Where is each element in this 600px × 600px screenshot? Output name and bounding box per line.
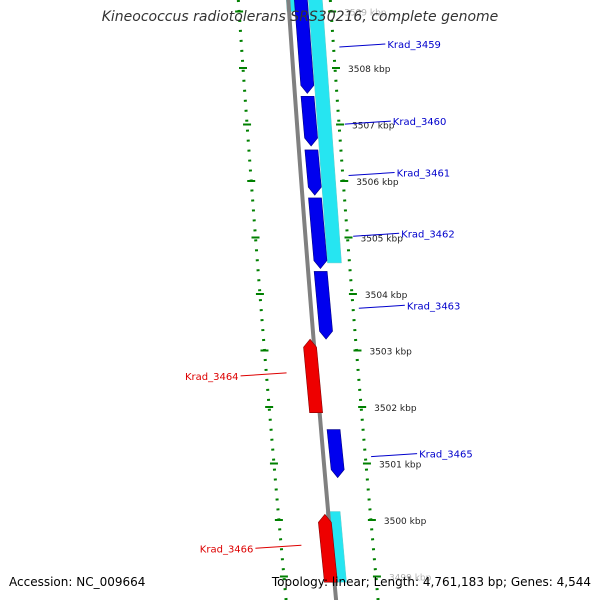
- gene-label[interactable]: Krad_3464: [185, 372, 239, 383]
- chromosome-backbone-layer: [286, 0, 339, 600]
- scale-tick-label: 3500 kbp: [384, 517, 427, 527]
- gene-label[interactable]: Krad_3466: [200, 544, 254, 555]
- gene-label[interactable]: Krad_3462: [401, 229, 455, 240]
- gene-layer: [294, 0, 345, 583]
- gene-label-leader: [353, 232, 400, 237]
- chromosome-backbone: [286, 0, 339, 600]
- gene-label-leader: [348, 172, 395, 177]
- gene-label-leader: [240, 372, 287, 377]
- gene-label-leader: [339, 43, 386, 48]
- gene-label-leader: [255, 544, 302, 549]
- map-title: Kineococcus radiotolerans SRS30216, comp…: [101, 9, 499, 25]
- scale-tick-layer: 3509 kbp 3508 kbp 3507 kbp 3506 kbp 3505 kbp…: [235, 0, 432, 600]
- gene-arrow-krad-3461[interactable]: [304, 149, 322, 196]
- scale-tick-label: 3503 kbp: [369, 348, 412, 358]
- cds-band: [308, 0, 342, 264]
- gene-label[interactable]: Krad_3459: [387, 40, 441, 51]
- gene-arrow-krad-3466[interactable]: [318, 513, 338, 583]
- left-scale-rail: [236, 0, 288, 600]
- scale-tick-label: 3501 kbp: [379, 461, 422, 471]
- gene-arrow-krad-3465[interactable]: [326, 429, 345, 479]
- scale-tick-label: 3508 kbp: [348, 65, 391, 75]
- scale-tick-label: 3509 kbp: [344, 9, 387, 19]
- gene-label-leader: [371, 453, 418, 458]
- gene-label[interactable]: Krad_3463: [407, 301, 461, 312]
- gene-label-leader: [344, 120, 391, 125]
- scale-tick-label: 3504 kbp: [365, 291, 408, 301]
- scale-tick-label: 3502 kbp: [374, 404, 417, 414]
- gene-arrow-krad-3463[interactable]: [313, 271, 333, 340]
- gene-label-layer: Krad_3459 Krad_3460 Krad_3461 Krad_3462 Krad…: [185, 40, 473, 555]
- gene-label[interactable]: Krad_3460: [393, 117, 447, 128]
- genome-summary-text: Topology: linear; Length: 4,761,183 bp; …: [271, 575, 591, 589]
- gene-arrow-krad-3460[interactable]: [300, 95, 318, 147]
- right-scale-rail: [328, 0, 380, 600]
- gene-arrow-krad-3459[interactable]: [294, 0, 315, 94]
- accession-text: Accession: NC_009664: [9, 575, 146, 589]
- gene-label-leader: [358, 304, 405, 309]
- scale-tick-label: 3507 kbp: [352, 122, 395, 132]
- gene-arrow-krad-3464[interactable]: [303, 338, 323, 413]
- gene-arrow-krad-3462[interactable]: [308, 197, 328, 270]
- scale-tick-label: 3499 kbp: [389, 574, 432, 584]
- scale-tick-label: 3506 kbp: [356, 178, 399, 188]
- gene-label[interactable]: Krad_3461: [397, 169, 451, 180]
- gene-label[interactable]: Krad_3465: [419, 450, 473, 461]
- scale-tick-label: 3505 kbp: [361, 235, 404, 245]
